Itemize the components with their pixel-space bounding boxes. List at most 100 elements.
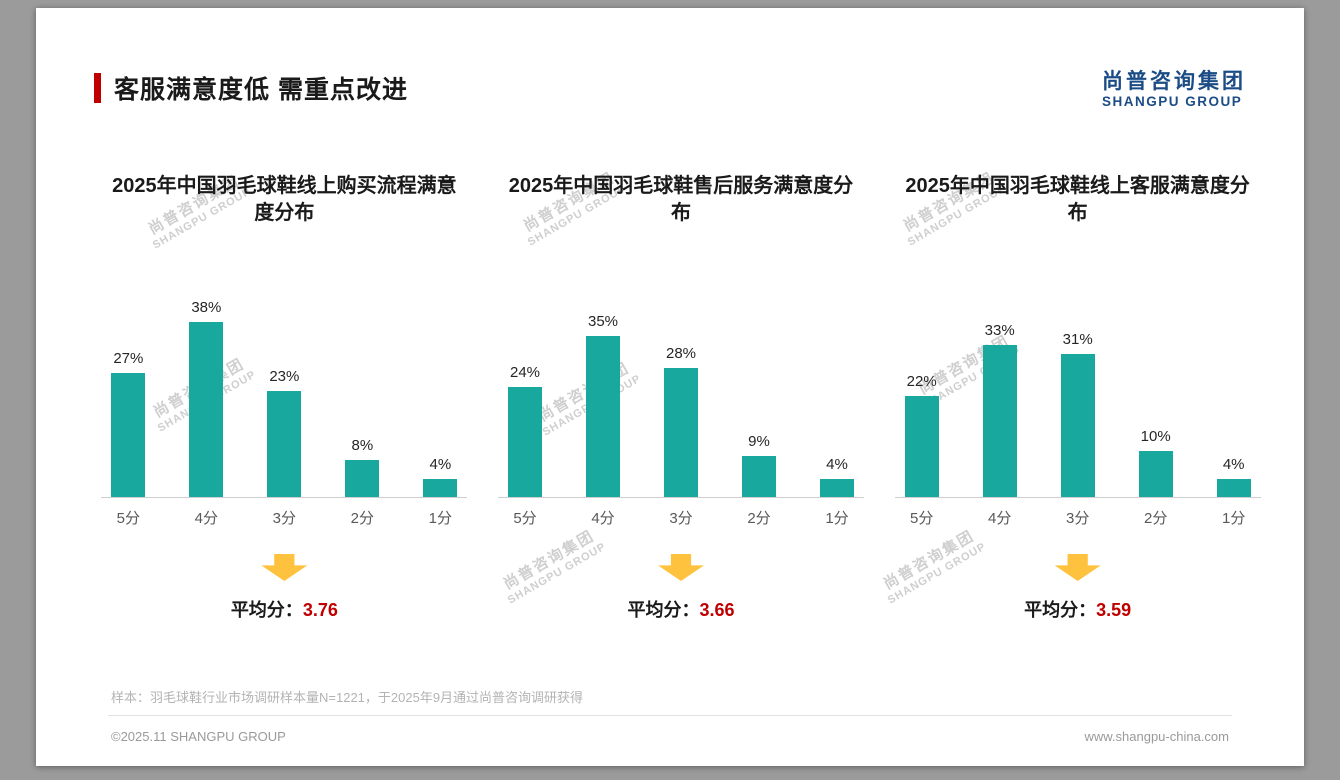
average-value: 3.66 <box>699 600 735 620</box>
logo-chinese-text: 尚普咨询集团 <box>1102 70 1246 93</box>
bar-group: 4% <box>1216 456 1251 497</box>
x-axis-labels: 5分 4分 3分 2分 1分 <box>508 507 854 528</box>
title-accent-bar <box>94 73 101 103</box>
bar <box>345 460 380 497</box>
bar <box>664 368 698 497</box>
bar-group: 27% <box>111 350 146 497</box>
average-value: 3.59 <box>1096 600 1132 620</box>
bar-value-label: 10% <box>1140 428 1171 445</box>
bar-value-label: 8% <box>351 437 374 454</box>
bar <box>586 336 620 497</box>
average-score: 平均分：3.66 <box>627 596 734 622</box>
bar-group: 24% <box>508 364 542 497</box>
charts-row: 2025年中国羽毛球鞋线上购买流程满意度分布 27% 38% 23% 8% 4% 5分 4… <box>86 173 1276 622</box>
bar-group: 35% <box>586 313 620 497</box>
bar-plot: 24% 35% 28% 9% 4% <box>508 295 854 497</box>
category-label: 1分 <box>1222 510 1246 527</box>
bar-group: 4% <box>820 456 854 497</box>
bar-group: 28% <box>664 345 698 497</box>
bar <box>423 479 458 497</box>
bar-group: 10% <box>1138 428 1173 497</box>
bar-value-label: 27% <box>113 350 144 367</box>
category-label: 5分 <box>116 510 140 527</box>
title-block: 客服满意度低 需重点改进 <box>94 70 408 106</box>
footer-divider <box>108 715 1232 716</box>
bar-value-label: 33% <box>984 322 1015 339</box>
average-label: 平均分： <box>1024 600 1097 620</box>
x-axis-line <box>101 497 468 498</box>
category-label: 5分 <box>513 510 537 527</box>
down-arrow-icon <box>261 554 308 581</box>
chart-purchase-flow-satisfaction: 2025年中国羽毛球鞋线上购买流程满意度分布 27% 38% 23% 8% 4% 5分 4… <box>86 173 483 622</box>
category-label: 4分 <box>591 510 615 527</box>
bar-value-label: 28% <box>665 345 697 362</box>
category-label: 2分 <box>747 510 771 527</box>
bar-group: 22% <box>904 373 939 497</box>
chart-after-sales-satisfaction: 2025年中国羽毛球鞋售后服务满意度分布 24% 35% 28% 9% 4% 5分 4分 3… <box>483 173 880 622</box>
bar-group: 38% <box>189 299 224 497</box>
bar <box>267 391 302 497</box>
bar <box>820 479 854 497</box>
chart-online-service-satisfaction: 2025年中国羽毛球鞋线上客服满意度分布 22% 33% 31% 10% 4% 5分 4分… <box>879 173 1276 622</box>
bar <box>982 345 1017 497</box>
x-axis-labels: 5分 4分 3分 2分 1分 <box>905 507 1251 528</box>
category-label: 5分 <box>910 510 934 527</box>
bar-plot: 27% 38% 23% 8% 4% <box>111 295 458 497</box>
bar <box>189 322 224 497</box>
bar <box>1216 479 1251 497</box>
average-value: 3.76 <box>302 600 338 620</box>
bar-value-label: 23% <box>269 368 300 385</box>
category-label: 1分 <box>825 510 849 527</box>
logo-english-text: SHANGPU GROUP <box>1102 94 1243 110</box>
bar-value-label: 9% <box>748 433 770 450</box>
chart-title: 2025年中国羽毛球鞋线上购买流程满意度分布 <box>112 175 457 224</box>
average-score: 平均分：3.59 <box>1024 596 1131 622</box>
category-label: 4分 <box>988 510 1012 527</box>
bar-group: 8% <box>345 437 380 497</box>
category-label: 3分 <box>272 510 296 527</box>
category-label: 3分 <box>1066 510 1090 527</box>
footer-website: www.shangpu-china.com <box>1084 729 1229 744</box>
x-axis-line <box>894 497 1261 498</box>
x-axis-labels: 5分 4分 3分 2分 1分 <box>111 507 457 528</box>
bar-value-label: 31% <box>1062 331 1093 348</box>
bar-value-label: 35% <box>587 313 619 330</box>
bar-value-label: 22% <box>906 373 937 390</box>
sample-footnote: 样本：羽毛球鞋行业市场调研样本量N=1221，于2025年9月通过尚普咨询调研获… <box>111 690 584 705</box>
bar-plot: 22% 33% 31% 10% 4% <box>904 295 1251 497</box>
category-label: 2分 <box>1144 510 1168 527</box>
bar-value-label: 4% <box>429 456 452 473</box>
bar <box>111 373 146 497</box>
footer-copyright: ©2025.11 SHANGPU GROUP <box>111 729 286 744</box>
bar <box>742 456 776 497</box>
bar-group: 31% <box>1060 331 1095 497</box>
average-label: 平均分： <box>230 600 303 620</box>
bar-value-label: 38% <box>191 299 222 316</box>
bar-value-label: 24% <box>509 364 541 381</box>
slide: 客服满意度低 需重点改进 尚普咨询集团 SHANGPU GROUP 2025年中… <box>36 8 1304 766</box>
page-title: 客服满意度低 需重点改进 <box>114 76 408 104</box>
chart-title: 2025年中国羽毛球鞋售后服务满意度分布 <box>508 175 854 224</box>
bar <box>1060 354 1095 497</box>
bar-group: 4% <box>423 456 458 497</box>
company-logo: 尚普咨询集团 SHANGPU GROUP <box>1102 70 1246 110</box>
category-label: 1分 <box>428 510 452 527</box>
bar-group: 33% <box>982 322 1017 497</box>
category-label: 4分 <box>194 510 218 527</box>
x-axis-line <box>498 497 864 498</box>
bar-value-label: 4% <box>826 456 848 473</box>
bar-value-label: 4% <box>1222 456 1245 473</box>
bar <box>1138 451 1173 497</box>
category-label: 3分 <box>669 510 693 527</box>
average-label: 平均分： <box>627 600 700 620</box>
average-score: 平均分：3.76 <box>231 596 338 622</box>
down-arrow-icon <box>658 554 704 581</box>
bar-group: 23% <box>267 368 302 497</box>
bar <box>508 387 542 497</box>
bar-group: 9% <box>742 433 776 497</box>
category-label: 2分 <box>350 510 374 527</box>
bar <box>904 396 939 497</box>
footer: ©2025.11 SHANGPU GROUP www.shangpu-china… <box>111 729 1229 744</box>
down-arrow-icon <box>1054 554 1101 581</box>
slide-header: 客服满意度低 需重点改进 尚普咨询集团 SHANGPU GROUP <box>94 70 1246 110</box>
